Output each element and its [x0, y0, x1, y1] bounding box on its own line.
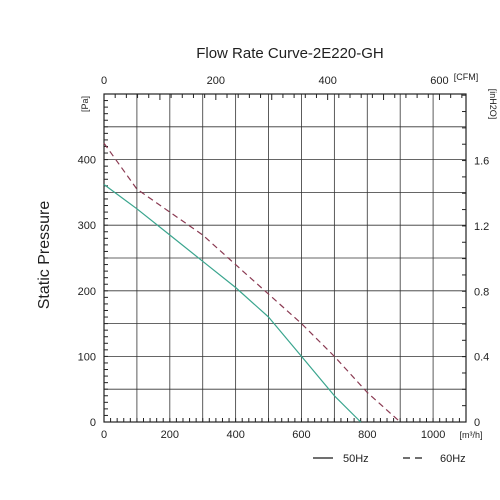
- y-tick-label: 400: [78, 155, 96, 167]
- minor-ticks: [104, 94, 466, 422]
- x-tick-label: 800: [358, 429, 376, 441]
- y-tick-label: 200: [78, 286, 96, 298]
- grid: [104, 94, 466, 422]
- x-tick-label: 600: [292, 429, 310, 441]
- y2-tick-label: 0.4: [474, 352, 489, 364]
- y2-tick-label: 0: [474, 417, 480, 429]
- legend-label-50hz: 50Hz: [343, 453, 369, 465]
- x2-tick-label: 200: [207, 75, 225, 87]
- y-tick-label: 100: [78, 351, 96, 363]
- x2-tick-label: 0: [101, 75, 107, 87]
- x-tick-label: 400: [226, 429, 244, 441]
- x2-tick-label: 600: [430, 75, 448, 87]
- legend-label-60hz: 60Hz: [440, 453, 466, 465]
- y2-tick-label: 1.2: [474, 221, 489, 233]
- y-axis-label: Static Pressure: [36, 201, 53, 310]
- y-unit-label: [Pa]: [80, 96, 90, 112]
- y-tick-label: 0: [90, 417, 96, 429]
- x-unit-label: [m³/h]: [459, 430, 482, 440]
- y2-tick-label: 1.6: [474, 156, 489, 168]
- series-group: [103, 142, 401, 423]
- x-tick-label: 0: [101, 429, 107, 441]
- series-line-60hz: [103, 142, 401, 423]
- x2-unit-label: [CFM]: [454, 72, 479, 82]
- x-tick-label: 200: [161, 429, 179, 441]
- legend: 50Hz 60Hz: [313, 453, 466, 465]
- y2-unit-label: [inH2O]: [488, 89, 498, 120]
- chart-title: Flow Rate Curve-2E220-GH: [196, 45, 384, 62]
- tick-labels: 0 200 400 600 800 1000 0 100 200 300 400 0 200 400 600…: [78, 75, 490, 441]
- plot-frame: [103, 93, 467, 423]
- y-tick-label: 300: [78, 220, 96, 232]
- x-tick-label: 1000: [421, 429, 445, 441]
- series-line-50hz: [103, 184, 362, 423]
- y2-tick-label: 0.8: [474, 286, 489, 298]
- x2-tick-label: 400: [318, 75, 336, 87]
